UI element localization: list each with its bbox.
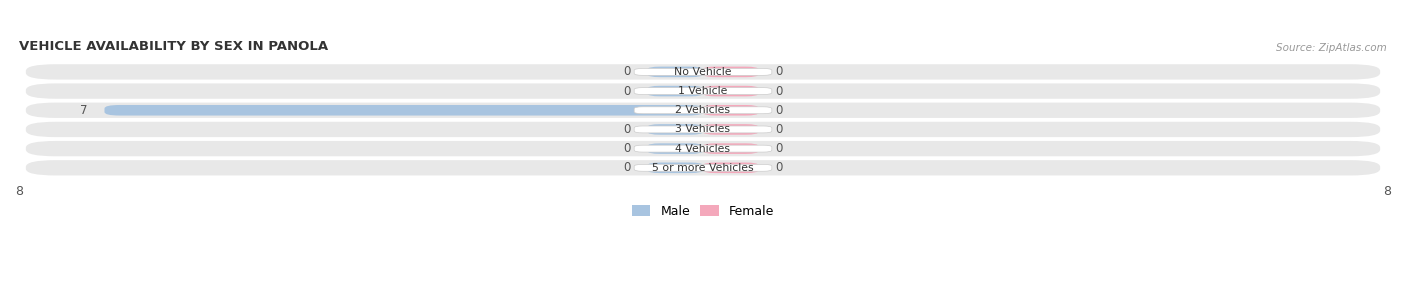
FancyBboxPatch shape xyxy=(647,163,703,173)
Text: 0: 0 xyxy=(776,123,783,136)
FancyBboxPatch shape xyxy=(703,86,759,96)
FancyBboxPatch shape xyxy=(634,145,772,152)
FancyBboxPatch shape xyxy=(634,107,772,114)
FancyBboxPatch shape xyxy=(703,163,759,173)
Text: 0: 0 xyxy=(623,84,630,98)
Text: 0: 0 xyxy=(776,84,783,98)
FancyBboxPatch shape xyxy=(25,122,1381,137)
Text: 0: 0 xyxy=(623,123,630,136)
Text: 0: 0 xyxy=(623,65,630,78)
FancyBboxPatch shape xyxy=(703,105,759,116)
Text: 0: 0 xyxy=(623,161,630,174)
Text: 7: 7 xyxy=(80,104,87,117)
FancyBboxPatch shape xyxy=(25,102,1381,118)
FancyBboxPatch shape xyxy=(104,105,703,116)
Text: 1 Vehicle: 1 Vehicle xyxy=(678,86,728,96)
Legend: Male, Female: Male, Female xyxy=(627,200,779,223)
FancyBboxPatch shape xyxy=(25,141,1381,156)
Text: 2 Vehicles: 2 Vehicles xyxy=(675,105,731,115)
FancyBboxPatch shape xyxy=(634,68,772,75)
FancyBboxPatch shape xyxy=(647,86,703,96)
Text: 3 Vehicles: 3 Vehicles xyxy=(675,124,731,135)
FancyBboxPatch shape xyxy=(634,164,772,171)
FancyBboxPatch shape xyxy=(634,126,772,133)
FancyBboxPatch shape xyxy=(25,64,1381,80)
FancyBboxPatch shape xyxy=(647,143,703,154)
FancyBboxPatch shape xyxy=(647,66,703,77)
Text: 0: 0 xyxy=(776,65,783,78)
Text: Source: ZipAtlas.com: Source: ZipAtlas.com xyxy=(1277,43,1386,53)
FancyBboxPatch shape xyxy=(703,143,759,154)
FancyBboxPatch shape xyxy=(25,83,1381,99)
Text: 4 Vehicles: 4 Vehicles xyxy=(675,144,731,154)
Text: No Vehicle: No Vehicle xyxy=(675,67,731,77)
FancyBboxPatch shape xyxy=(703,66,759,77)
FancyBboxPatch shape xyxy=(647,124,703,135)
Text: 0: 0 xyxy=(776,161,783,174)
Text: 5 or more Vehicles: 5 or more Vehicles xyxy=(652,163,754,173)
Text: 0: 0 xyxy=(776,104,783,117)
FancyBboxPatch shape xyxy=(25,160,1381,175)
FancyBboxPatch shape xyxy=(703,124,759,135)
Text: VEHICLE AVAILABILITY BY SEX IN PANOLA: VEHICLE AVAILABILITY BY SEX IN PANOLA xyxy=(20,40,328,53)
Text: 0: 0 xyxy=(623,142,630,155)
Text: 0: 0 xyxy=(776,142,783,155)
FancyBboxPatch shape xyxy=(634,88,772,95)
